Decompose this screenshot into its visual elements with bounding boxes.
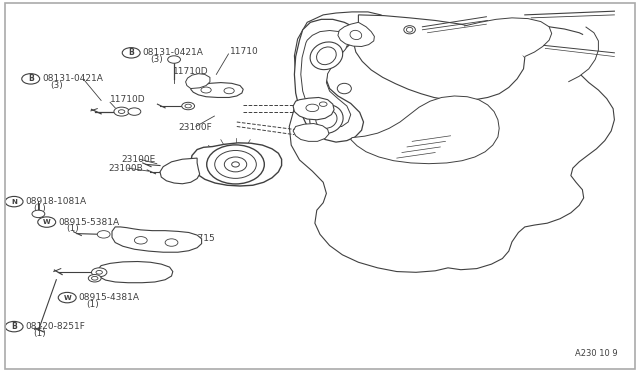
Polygon shape xyxy=(191,143,282,186)
Polygon shape xyxy=(351,96,499,164)
Text: 11710: 11710 xyxy=(230,47,259,56)
Ellipse shape xyxy=(317,47,336,65)
Text: 11710D: 11710D xyxy=(110,95,146,104)
Polygon shape xyxy=(464,18,552,57)
Polygon shape xyxy=(293,97,334,120)
Circle shape xyxy=(182,102,195,110)
Circle shape xyxy=(185,104,191,108)
Polygon shape xyxy=(289,12,614,272)
Text: B: B xyxy=(12,322,17,331)
Text: 08915-4381A: 08915-4381A xyxy=(79,293,140,302)
Circle shape xyxy=(128,108,141,115)
Circle shape xyxy=(122,48,140,58)
Ellipse shape xyxy=(225,157,247,172)
Circle shape xyxy=(38,217,56,227)
Text: 23100E: 23100E xyxy=(122,155,156,164)
Circle shape xyxy=(306,104,319,112)
Circle shape xyxy=(97,231,110,238)
Text: 08120-8251F: 08120-8251F xyxy=(26,322,86,331)
Text: 08131-0421A: 08131-0421A xyxy=(42,74,103,83)
Circle shape xyxy=(201,87,211,93)
Polygon shape xyxy=(160,158,200,184)
Text: 11710D: 11710D xyxy=(173,67,209,76)
Text: 23100F: 23100F xyxy=(178,123,212,132)
Circle shape xyxy=(32,210,45,218)
Text: B: B xyxy=(28,74,33,83)
Circle shape xyxy=(58,292,76,303)
Text: B: B xyxy=(129,48,134,57)
Text: (3): (3) xyxy=(150,55,163,64)
Ellipse shape xyxy=(406,27,413,32)
Ellipse shape xyxy=(310,105,343,134)
Ellipse shape xyxy=(232,162,239,167)
Ellipse shape xyxy=(404,26,415,34)
Polygon shape xyxy=(353,15,525,100)
Polygon shape xyxy=(301,31,351,127)
Circle shape xyxy=(92,268,107,277)
Text: (1): (1) xyxy=(86,300,99,309)
Circle shape xyxy=(92,276,98,280)
Circle shape xyxy=(319,102,327,106)
Ellipse shape xyxy=(310,42,342,70)
Text: (1): (1) xyxy=(33,204,46,213)
Circle shape xyxy=(5,196,23,207)
Text: 08131-0421A: 08131-0421A xyxy=(143,48,204,57)
Text: (1): (1) xyxy=(33,329,46,338)
Ellipse shape xyxy=(214,150,256,178)
Text: W: W xyxy=(63,295,71,301)
Text: (3): (3) xyxy=(50,81,63,90)
Text: W: W xyxy=(43,219,51,225)
Text: (1): (1) xyxy=(66,224,79,233)
Circle shape xyxy=(134,237,147,244)
Polygon shape xyxy=(568,27,598,82)
Ellipse shape xyxy=(350,31,362,39)
Circle shape xyxy=(224,88,234,94)
Polygon shape xyxy=(191,83,243,97)
Polygon shape xyxy=(294,19,364,142)
Text: 23100B: 23100B xyxy=(109,164,143,173)
Text: 08915-5381A: 08915-5381A xyxy=(58,218,120,227)
Text: 11715: 11715 xyxy=(187,234,216,243)
Text: N: N xyxy=(11,199,17,205)
Polygon shape xyxy=(293,124,329,141)
Circle shape xyxy=(88,275,101,282)
Circle shape xyxy=(168,56,180,63)
Circle shape xyxy=(96,270,102,274)
Polygon shape xyxy=(338,22,374,46)
Polygon shape xyxy=(97,262,173,283)
Circle shape xyxy=(118,110,125,113)
Circle shape xyxy=(165,239,178,246)
Polygon shape xyxy=(186,74,210,89)
Circle shape xyxy=(5,321,23,332)
Ellipse shape xyxy=(337,83,351,94)
Text: 11718: 11718 xyxy=(125,268,154,277)
Polygon shape xyxy=(112,227,202,252)
Ellipse shape xyxy=(316,110,337,128)
Circle shape xyxy=(114,107,129,116)
Text: A230 10 9: A230 10 9 xyxy=(575,349,618,358)
Circle shape xyxy=(22,74,40,84)
Text: 08918-1081A: 08918-1081A xyxy=(26,197,87,206)
Ellipse shape xyxy=(207,145,264,184)
